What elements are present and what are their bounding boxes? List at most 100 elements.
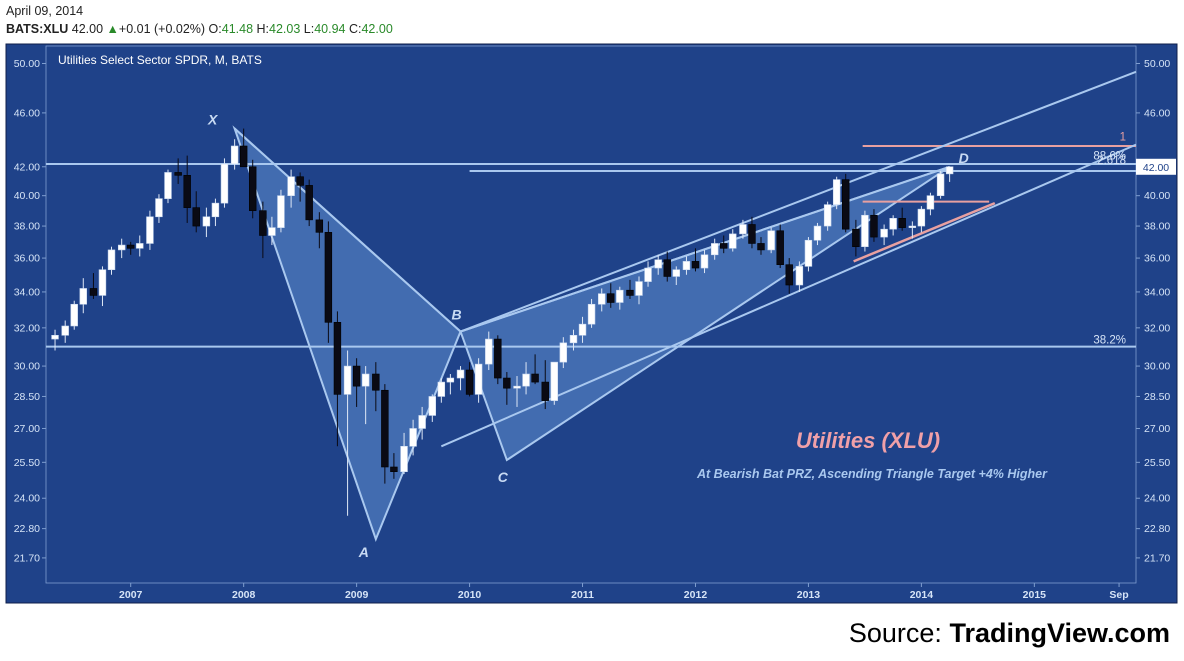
candle [183, 155, 191, 223]
source-name: TradingView.com [949, 618, 1170, 648]
candle-body [842, 179, 850, 230]
candle-body [559, 342, 568, 363]
candle [211, 198, 220, 227]
candle [945, 166, 954, 182]
y-tick-label: 27.00 [14, 423, 40, 435]
candle-body [465, 369, 474, 395]
fib-label: 1 [1120, 131, 1126, 143]
chart-subtitle: At Bearish Bat PRZ, Ascending Triangle T… [696, 467, 1048, 481]
pattern-point-d: D [959, 150, 969, 166]
candle [437, 378, 446, 403]
candle [136, 235, 144, 257]
candle-body [663, 259, 671, 277]
candle-body [785, 264, 793, 286]
candle [230, 139, 239, 170]
candle [287, 169, 295, 208]
candle [117, 238, 126, 259]
candle [587, 298, 596, 328]
candle-body [644, 267, 652, 282]
candle-body [823, 204, 832, 227]
price-chart[interactable]: 50.00 46.00 42.00 40.00 38.00 36.00 34.00 32.00… [0, 0, 1184, 610]
candle-body [61, 325, 69, 336]
candle [550, 361, 558, 405]
candle [503, 372, 511, 405]
candle [917, 206, 926, 233]
candle-body [908, 225, 917, 228]
y-tick-label: 22.80 [1144, 523, 1170, 535]
candle [578, 316, 587, 343]
candle [813, 222, 822, 246]
candle-body [352, 365, 361, 387]
y-tick-label: 30.00 [1144, 361, 1170, 373]
quote-line: BATS:XLU 42.00 ▲+0.01 (+0.02%) O:41.48 H… [6, 20, 1176, 38]
candle-body [672, 269, 680, 277]
candle-body [485, 338, 493, 365]
x-tick-label: 2008 [232, 589, 256, 601]
y-tick-label: 36.00 [1144, 253, 1170, 265]
candle [880, 224, 888, 246]
y-tick-label: 30.00 [14, 361, 40, 373]
candle-body [616, 289, 624, 303]
candle [164, 169, 172, 204]
candle [852, 219, 860, 257]
candle [70, 300, 78, 330]
open-label: O: [208, 22, 222, 36]
candle [663, 251, 671, 282]
y-tick-label: 24.00 [1144, 493, 1170, 505]
y-tick-label: 28.50 [14, 391, 40, 403]
candle-body [192, 207, 200, 227]
price-marker-label: 42.00 [1143, 162, 1169, 174]
candle-body [710, 243, 719, 256]
candle-body [513, 385, 521, 389]
candle-body [720, 243, 728, 249]
trend-line [460, 70, 1137, 333]
candle [936, 171, 945, 199]
y-tick-label: 22.80 [14, 523, 40, 535]
x-tick-label: 2012 [684, 589, 708, 601]
candle [559, 337, 568, 369]
candle [174, 158, 182, 184]
candle [474, 358, 483, 403]
high-label: H: [256, 22, 270, 36]
candle [324, 221, 333, 343]
candle [616, 286, 624, 310]
x-tick-label: 2009 [345, 589, 369, 601]
candle-body [550, 361, 558, 401]
y-tick-label: 34.00 [14, 286, 40, 298]
candle [361, 366, 370, 425]
candle-body [813, 225, 822, 241]
candle [277, 189, 285, 233]
y-tick-label: 38.00 [1144, 221, 1170, 233]
candle [861, 210, 869, 252]
candle-body [202, 216, 211, 227]
candle [333, 311, 342, 447]
candle [757, 237, 765, 255]
candle [409, 419, 417, 456]
candle-body [381, 389, 389, 468]
up-arrow-icon: ▲ [106, 22, 119, 36]
candle [268, 216, 276, 246]
candle-body [861, 214, 869, 247]
source-credit: Source: TradingView.com [849, 618, 1170, 649]
candle-body [107, 249, 116, 271]
candle-body [832, 179, 841, 205]
high-value: 42.03 [269, 22, 301, 36]
x-tick-label: 2007 [119, 589, 143, 601]
candle-body [889, 218, 897, 230]
candle-body [287, 176, 295, 196]
candle [51, 329, 59, 351]
fib-label: 88.6% [1093, 151, 1126, 163]
candle [654, 254, 662, 275]
candle [494, 335, 502, 385]
candle [626, 279, 634, 299]
candle-body [117, 244, 126, 251]
candle [795, 261, 804, 292]
candle-body [409, 428, 417, 447]
candle [767, 227, 775, 254]
y-tick-label: 40.00 [14, 190, 40, 202]
price-marker: 42.00 [1136, 158, 1176, 175]
candle [926, 192, 935, 216]
candle [249, 159, 257, 219]
candle-body [456, 369, 465, 379]
candle-body [926, 195, 935, 210]
